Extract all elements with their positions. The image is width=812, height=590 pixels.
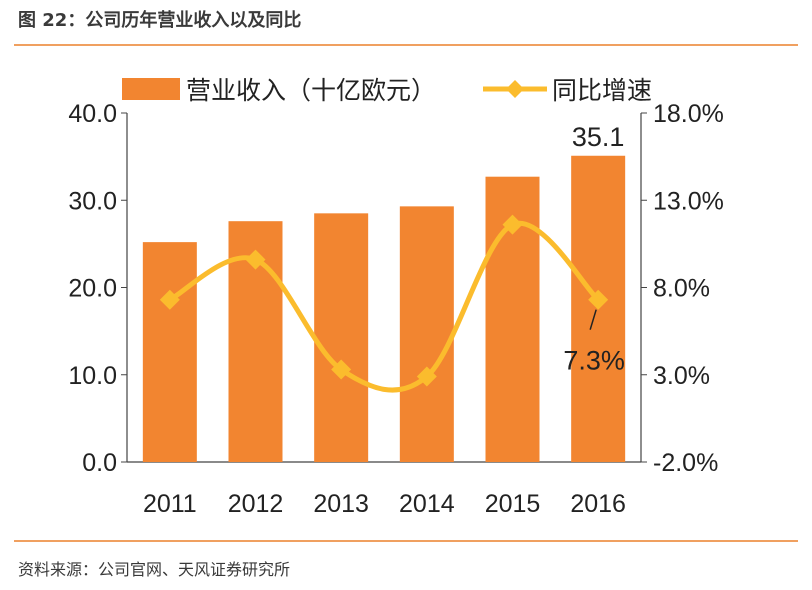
right-tick-label: -2.0%	[653, 449, 718, 477]
marker-2014	[416, 366, 437, 387]
source-divider	[14, 540, 798, 542]
legend-bar-label: 营业收入（十亿欧元）	[186, 76, 436, 105]
left-tick-label: 40.0	[68, 100, 117, 128]
marker-2011	[159, 289, 180, 310]
bar-2013	[314, 213, 369, 462]
source-note: 资料来源：公司官网、天风证券研究所	[18, 560, 291, 579]
right-tick-label: 13.0%	[653, 187, 724, 215]
x-tick-label: 2016	[570, 490, 626, 518]
left-tick-label: 0.0	[82, 449, 117, 477]
title-divider	[14, 44, 798, 46]
x-tick-label: 2012	[228, 490, 284, 518]
left-tick-label: 30.0	[68, 187, 117, 215]
x-tick-label: 2015	[485, 490, 541, 518]
left-tick-label: 10.0	[68, 362, 117, 390]
bar-2011	[142, 242, 197, 462]
bar-data-label: 35.1	[572, 122, 625, 152]
legend-line-marker	[506, 80, 524, 98]
marker-2015	[502, 214, 523, 235]
x-tick-label: 2011	[143, 490, 197, 518]
line-data-label: 7.3%	[563, 346, 625, 376]
legend-bar-swatch	[122, 78, 180, 100]
label-leader-line	[589, 309, 597, 330]
figure-title: 图 22：公司历年营业收入以及同比	[18, 10, 302, 31]
marker-2016	[588, 289, 609, 310]
bar-2014	[399, 206, 454, 462]
marker-2012	[245, 249, 266, 270]
right-tick-label: 18.0%	[653, 100, 724, 128]
x-tick-label: 2014	[399, 490, 455, 518]
right-tick-label: 3.0%	[653, 362, 710, 390]
left-tick-label: 20.0	[68, 275, 117, 303]
marker-2013	[331, 359, 352, 380]
right-tick-label: 8.0%	[653, 275, 710, 303]
legend-line-label: 同比增速	[552, 76, 652, 105]
x-tick-label: 2013	[313, 490, 369, 518]
